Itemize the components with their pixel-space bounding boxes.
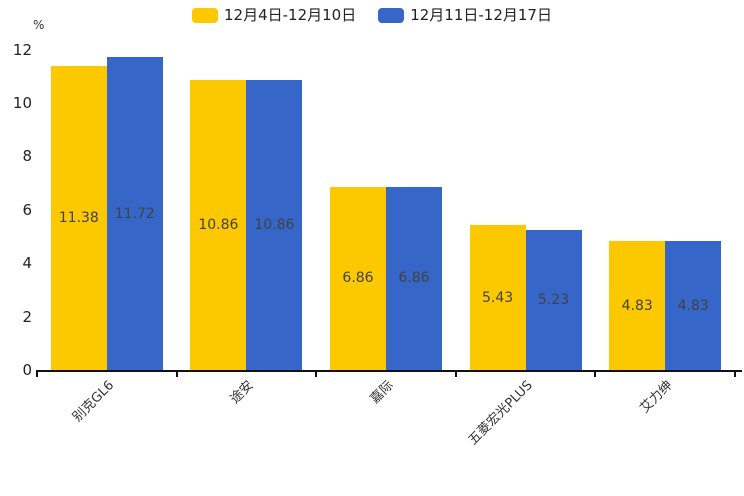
- x-axis-tick: [315, 372, 318, 377]
- legend-item-week2[interactable]: 12月11日-12月17日: [378, 6, 552, 24]
- bar-week2: [386, 186, 442, 370]
- legend-swatch-yellow: [192, 7, 218, 23]
- bar-value-label: 10.86: [254, 217, 295, 234]
- y-tick-label: 6: [22, 200, 32, 219]
- y-tick-label: 10: [12, 94, 32, 112]
- y-tick-label: 4: [22, 254, 32, 273]
- x-axis-tick: [734, 372, 736, 377]
- x-axis-tick: [36, 372, 38, 377]
- bar-week1: [50, 66, 107, 370]
- bar-week1: [469, 225, 526, 370]
- bar-week2: [106, 57, 163, 370]
- bar-value-label: 5.43: [482, 289, 514, 306]
- bar-value-label: 4.83: [621, 297, 653, 314]
- y-tick-label: 12: [12, 40, 32, 59]
- bar-value-label: 10.86: [198, 217, 239, 234]
- x-category-label: 五菱宏光PLUS: [466, 378, 537, 449]
- y-tick-label: 0: [22, 361, 32, 379]
- bar-value-label: 6.86: [342, 270, 374, 287]
- bar-value-label: 4.83: [677, 297, 709, 314]
- bar-week1: [190, 80, 247, 370]
- legend: 12月4日-12月10日 12月11日-12月17日: [0, 6, 744, 24]
- bar-week2: [246, 80, 303, 370]
- bar-value-label: 11.38: [58, 210, 99, 227]
- legend-item-week1[interactable]: 12月4日-12月10日: [192, 6, 356, 24]
- x-axis-tick: [175, 372, 178, 377]
- bar-value-label: 11.72: [114, 205, 155, 222]
- x-category-label: 途安: [228, 378, 258, 408]
- bar-value-label: 6.86: [398, 270, 430, 287]
- y-axis-unit-label: %: [33, 18, 45, 32]
- bar-week1: [609, 241, 666, 370]
- bar-week1: [330, 186, 386, 370]
- x-category-label: 别克GL6: [70, 378, 118, 426]
- x-axis-line: [36, 370, 742, 372]
- legend-label-week2: 12月11日-12月17日: [410, 6, 552, 24]
- y-tick-label: 2: [22, 307, 32, 326]
- x-category-label: 艾力绅: [637, 378, 676, 417]
- y-tick-label: 8: [22, 147, 32, 166]
- bar-week2: [665, 241, 722, 370]
- x-axis-tick: [454, 372, 457, 377]
- legend-swatch-blue: [378, 7, 405, 23]
- legend-label-week1: 12月4日-12月10日: [224, 6, 357, 24]
- bar-week2: [525, 230, 582, 370]
- x-axis-tick: [594, 372, 597, 377]
- bar-value-label: 5.23: [538, 292, 570, 309]
- x-category-label: 嘉际: [367, 378, 397, 408]
